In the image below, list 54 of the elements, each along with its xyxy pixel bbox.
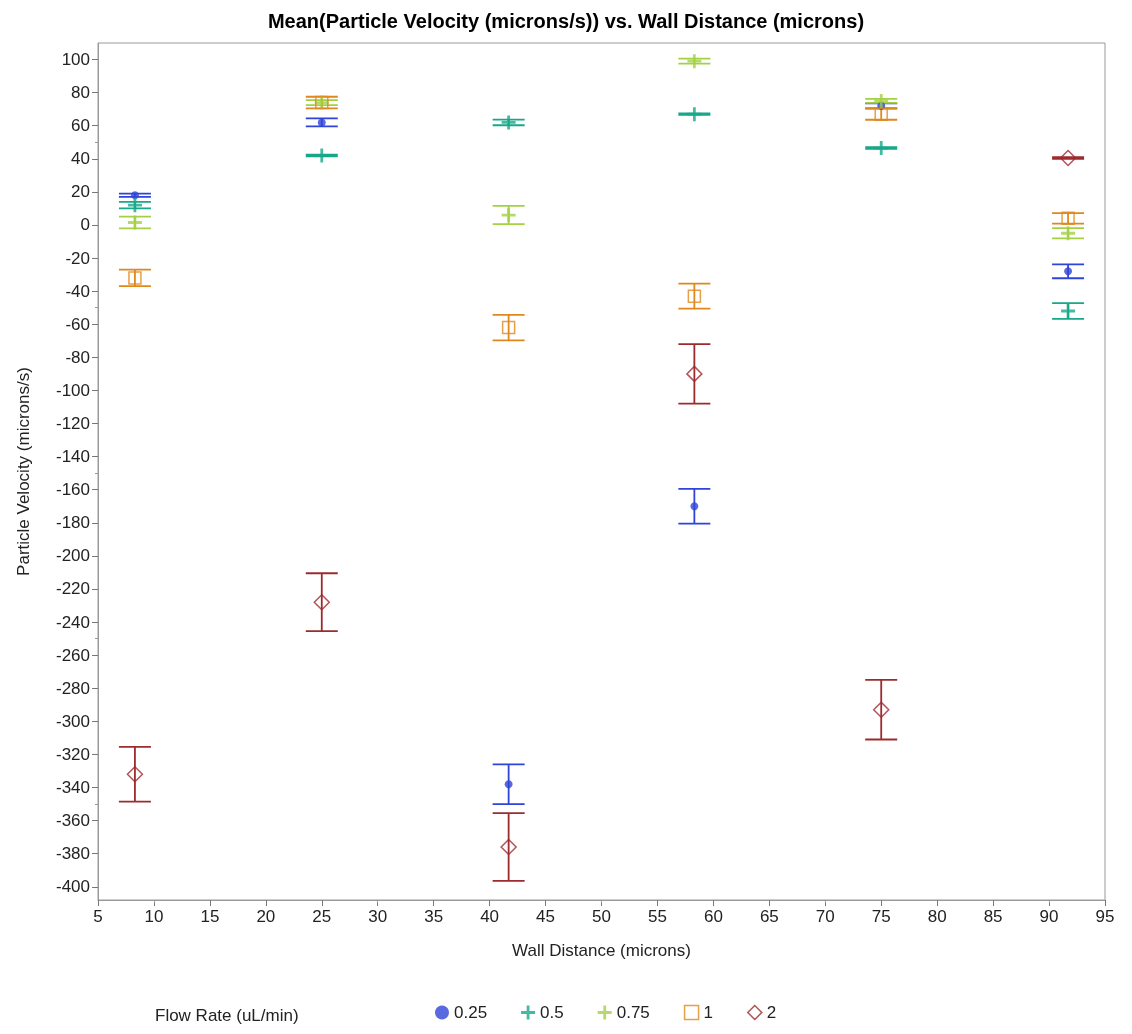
y-tick-label: -160 [55, 480, 90, 500]
y-tick-label: 60 [71, 116, 90, 136]
y-tick-label: -300 [55, 711, 90, 731]
y-tick-label: -40 [65, 281, 90, 301]
y-tick-label: 80 [71, 83, 90, 103]
x-tick-label: 30 [368, 907, 388, 926]
y-tick-label: -280 [55, 678, 90, 698]
x-tick-label: 5 [93, 907, 103, 926]
x-axis-title: Wall Distance (microns) [512, 941, 691, 960]
legend-label: 0.25 [454, 1003, 488, 1022]
x-tick-label: 35 [424, 907, 444, 926]
y-tick-label: -80 [65, 347, 90, 367]
x-tick-label: 60 [703, 907, 723, 926]
y-tick-label: -340 [55, 778, 90, 797]
y-tick-label: 0 [80, 215, 90, 235]
x-tick-label: 25 [312, 907, 332, 926]
y-tick-label: -260 [55, 645, 90, 665]
y-tick-label: -60 [65, 314, 90, 334]
x-tick-label: 80 [927, 907, 947, 926]
y-tick-label: -200 [55, 546, 90, 566]
legend-title: Flow Rate (uL/min) [155, 1006, 299, 1025]
x-tick-label: 15 [200, 907, 220, 926]
x-tick-label: 55 [647, 907, 667, 926]
y-tick-label: -400 [55, 877, 90, 897]
y-tick-label: 40 [71, 149, 90, 169]
y-tick-label: -240 [55, 612, 90, 632]
y-tick-label: -380 [55, 844, 90, 864]
x-tick-label: 65 [759, 907, 779, 926]
legend-label: 1 [703, 1003, 714, 1022]
legend-label: 0.75 [616, 1003, 650, 1022]
x-tick-label: 10 [144, 907, 164, 926]
x-tick-label: 85 [983, 907, 1003, 926]
y-tick-label: -180 [55, 513, 90, 533]
y-axis-title: Particle Velocity (microns/s) [14, 367, 33, 576]
x-tick-label: 90 [1039, 907, 1059, 926]
x-tick-label: 75 [871, 907, 891, 926]
x-tick-label: 70 [815, 907, 835, 926]
x-tick-label: 20 [256, 907, 276, 926]
y-tick-label: -140 [55, 447, 90, 467]
chart-title: Mean(Particle Velocity (microns/s)) vs. Wall Distance (microns) [267, 10, 865, 32]
y-tick-label: -360 [55, 811, 90, 831]
x-tick-label: 45 [536, 907, 556, 926]
y-tick-label: -220 [55, 579, 90, 599]
x-tick-label: 40 [480, 907, 500, 926]
y-tick-label: -20 [65, 248, 90, 268]
y-tick-label: 20 [71, 182, 90, 202]
y-tick-label: 100 [61, 50, 90, 70]
legend-label: 2 [766, 1003, 777, 1022]
x-tick-label: 95 [1095, 907, 1115, 926]
legend-label: 0.5 [540, 1003, 564, 1022]
y-tick-label: -100 [55, 380, 90, 400]
y-tick-label: -120 [55, 414, 90, 434]
x-tick-label: 50 [592, 907, 611, 926]
y-tick-label: -320 [55, 744, 90, 764]
